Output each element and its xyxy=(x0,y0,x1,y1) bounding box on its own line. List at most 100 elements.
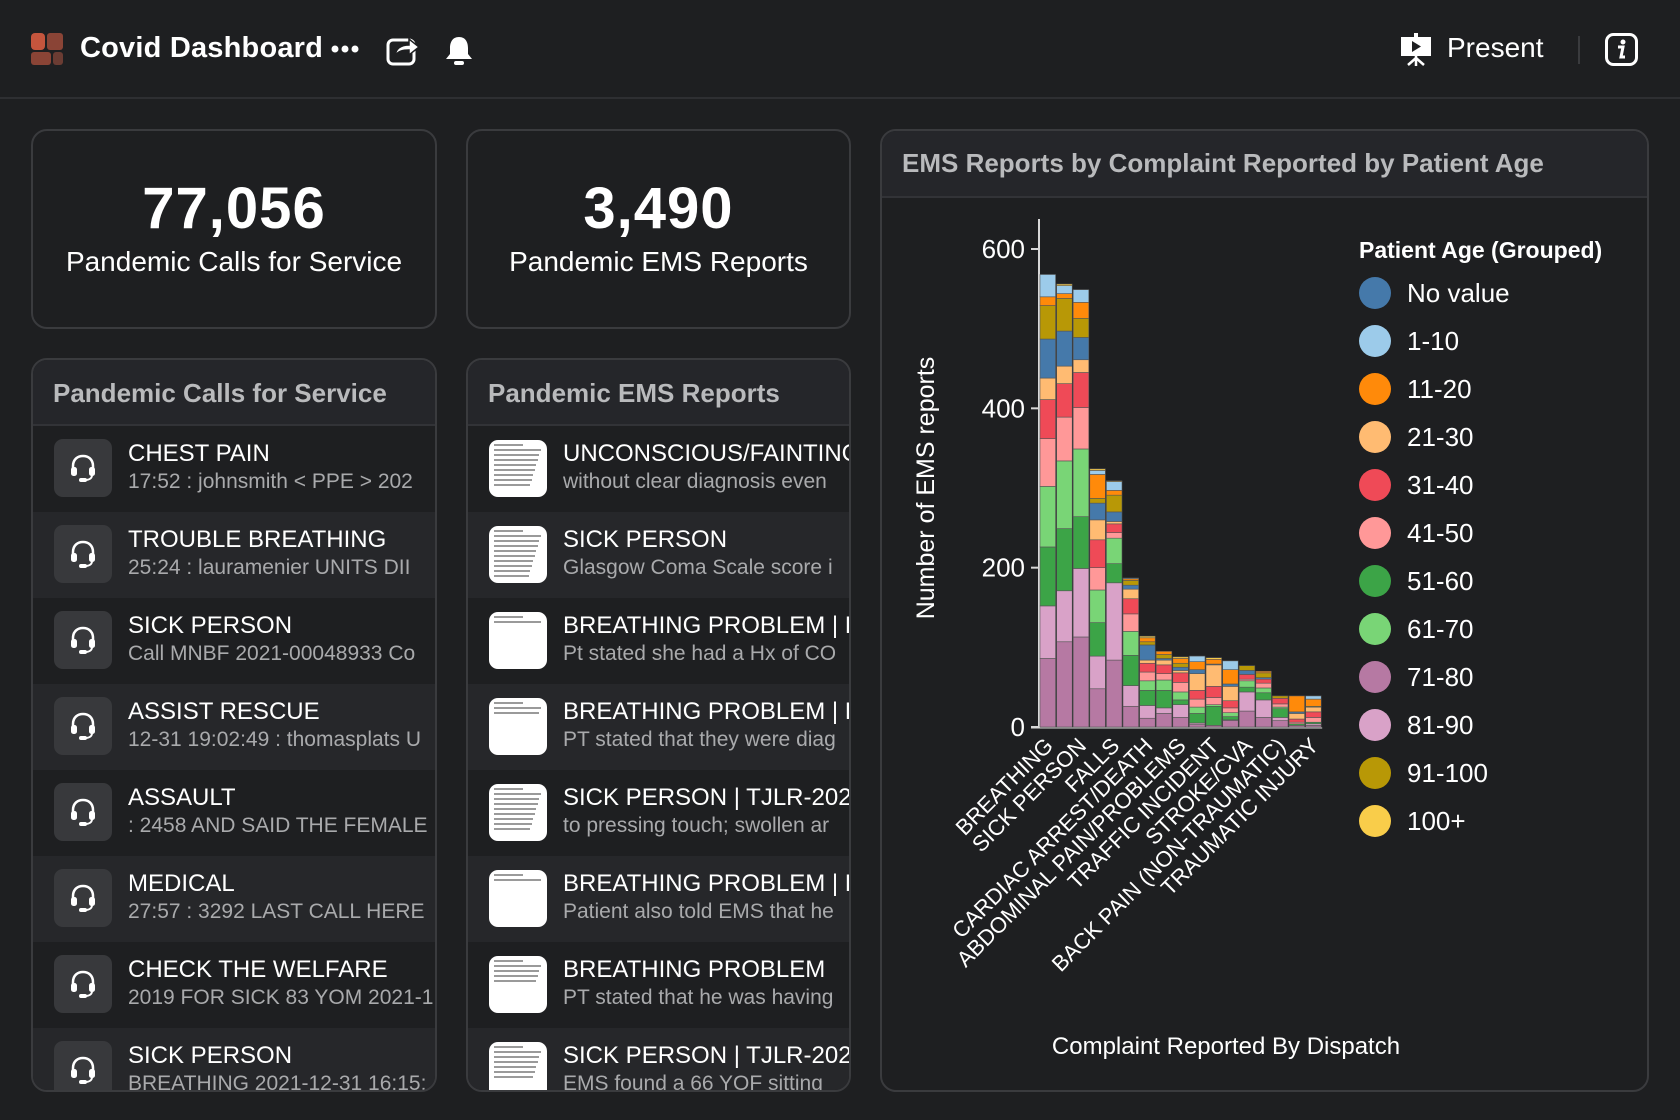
legend-swatch xyxy=(1359,421,1391,453)
item-subtitle: PT stated that he was having xyxy=(563,986,834,1009)
list-item[interactable]: ASSIST RESCUE 12-31 19:02:49 : thomasplat… xyxy=(33,684,435,770)
list-item[interactable]: SICK PERSON Call MNBF 2021-00048933 Co xyxy=(33,598,435,684)
list-item[interactable]: SICK PERSON | TJLR-202 to pressing touch;… xyxy=(468,770,849,856)
bar-segment xyxy=(1222,686,1239,702)
share-icon[interactable] xyxy=(386,34,420,66)
bar-segment xyxy=(1255,678,1272,684)
bar-segment xyxy=(1189,655,1206,662)
list-item[interactable]: MEDICAL 27:57 : 3292 LAST CALL HERE xyxy=(33,856,435,942)
more-icon[interactable] xyxy=(331,44,361,54)
bar-segment xyxy=(1172,691,1189,701)
bar-segment xyxy=(1122,654,1139,686)
bar-segment xyxy=(1056,590,1073,643)
present-button[interactable]: Present xyxy=(1447,32,1544,63)
calls-list-card: Pandemic Calls for Service CHEST PAIN 17:… xyxy=(31,358,437,1092)
list-item[interactable]: BREATHING PROBLEM | LO Pt stated she had … xyxy=(468,598,849,684)
list-item[interactable]: CHECK THE WELFARE 2019 FOR SICK 83 YOM 20… xyxy=(33,942,435,1028)
bar-segment xyxy=(1139,641,1156,646)
document-thumbnail-icon xyxy=(489,1042,547,1090)
item-title: SICK PERSON xyxy=(563,526,728,553)
bar-segment xyxy=(1155,690,1173,709)
headset-icon xyxy=(54,869,112,927)
bar-segment xyxy=(1039,658,1056,728)
document-thumbnail-icon xyxy=(489,526,547,583)
bar-segment xyxy=(1155,651,1173,655)
list-item[interactable]: BREATHING PROBLEM | LO PT stated that the… xyxy=(468,684,849,770)
bar-segment xyxy=(1238,691,1256,712)
bell-icon[interactable] xyxy=(444,35,474,67)
bar-segment xyxy=(1255,687,1272,694)
info-icon[interactable] xyxy=(1605,33,1638,66)
ems-list-card: Pandemic EMS Reports UNCONSCIOUS/FAINTIN… xyxy=(466,358,851,1092)
headset-icon xyxy=(54,439,112,497)
bar-segment xyxy=(1106,481,1123,491)
list-item[interactable]: SICK PERSON | TJLR-202 EMS found a 66 YOF… xyxy=(468,1028,849,1090)
item-title: SICK PERSON xyxy=(128,1042,293,1069)
top-bar: Covid Dashboard Present xyxy=(0,0,1680,99)
list-item[interactable]: BREATHING PROBLEM | LO Patient also told … xyxy=(468,856,849,942)
bar-segment xyxy=(1072,337,1090,361)
bar-segment xyxy=(1056,365,1073,384)
legend-item: 71-80 xyxy=(1407,662,1474,692)
list-item[interactable]: SICK PERSON BREATHING 2021-12-31 16:15: xyxy=(33,1028,435,1090)
bar-segment xyxy=(1172,672,1189,683)
legend-item: 61-70 xyxy=(1407,614,1474,644)
chart-title: EMS Reports by Complaint Reported by Pat… xyxy=(882,131,1647,198)
legend-item: 81-90 xyxy=(1407,710,1474,740)
bar-segment xyxy=(1288,695,1305,713)
legend-item: 21-30 xyxy=(1407,422,1474,452)
bar-segment xyxy=(1106,563,1123,584)
bar-segment xyxy=(1072,448,1090,517)
document-thumbnail-icon xyxy=(489,784,547,841)
x-axis-title: Complaint Reported By Dispatch xyxy=(1052,1033,1400,1060)
item-subtitle: : 2458 AND SAID THE FEMALE xyxy=(128,814,428,837)
bar-segment xyxy=(1106,494,1123,513)
bar-segment xyxy=(1072,568,1090,638)
ems-list[interactable]: UNCONSCIOUS/FAINTING without clear diagno… xyxy=(468,426,849,1090)
list-item[interactable]: TROUBLE BREATHING 25:24 : lauramenier UNI… xyxy=(33,512,435,598)
bar-segment xyxy=(1222,700,1239,709)
present-icon[interactable] xyxy=(1400,33,1432,67)
list-item[interactable]: BREATHING PROBLEM PT stated that he was h… xyxy=(468,942,849,1028)
list-item[interactable]: CHEST PAIN 17:52 : johnsmith < PPE > 202 xyxy=(33,426,435,512)
calls-list[interactable]: CHEST PAIN 17:52 : johnsmith < PPE > 202 T… xyxy=(33,426,435,1090)
y-tick-label: 0 xyxy=(1011,712,1025,742)
bar-segment xyxy=(1122,631,1139,656)
headset-icon xyxy=(54,525,112,583)
bar-segment xyxy=(1039,377,1056,400)
list-item[interactable]: UNCONSCIOUS/FAINTING without clear diagno… xyxy=(468,426,849,512)
bar-segment xyxy=(1089,567,1106,591)
bar-segment xyxy=(1039,546,1056,607)
item-title: BREATHING PROBLEM | LO xyxy=(563,612,849,639)
item-subtitle: without clear diagnosis even xyxy=(563,470,827,493)
bar-segment xyxy=(1122,584,1139,590)
bar-segment xyxy=(1056,298,1073,332)
bar-segment xyxy=(1222,720,1239,728)
legend-swatch xyxy=(1359,661,1391,693)
bar-segment xyxy=(1139,717,1156,728)
bar-segment xyxy=(1238,670,1256,675)
legend-swatch xyxy=(1359,613,1391,645)
list-item[interactable]: ASSAULT: 2458 AND SAID THE FEMALE xyxy=(33,770,435,856)
logo-icon xyxy=(31,33,63,65)
item-subtitle: to pressing touch; swollen ar xyxy=(563,814,830,837)
legend-item: 51-60 xyxy=(1407,566,1474,596)
bar-segment xyxy=(1172,666,1189,671)
bar-segment xyxy=(1039,605,1056,659)
bar-segment xyxy=(1205,664,1222,687)
bar-segment xyxy=(1122,588,1139,600)
bar-segment xyxy=(1139,659,1156,664)
bar-segment xyxy=(1189,713,1206,724)
legend-item: 91-100 xyxy=(1407,758,1488,788)
bar-segment xyxy=(1222,660,1239,670)
item-title: BREATHING PROBLEM | LO xyxy=(563,870,849,897)
item-subtitle: Pt stated she had a Hx of CO xyxy=(563,642,837,665)
y-tick-label: 400 xyxy=(982,393,1025,423)
bar-segment xyxy=(1072,318,1090,338)
bar-segment xyxy=(1272,703,1289,708)
bar-segment xyxy=(1255,682,1272,689)
bar-segment xyxy=(1172,699,1189,705)
document-thumbnail-icon xyxy=(489,870,547,927)
bar-segment xyxy=(1238,686,1256,693)
list-item[interactable]: SICK PERSON Glasgow Coma Scale score i xyxy=(468,512,849,598)
